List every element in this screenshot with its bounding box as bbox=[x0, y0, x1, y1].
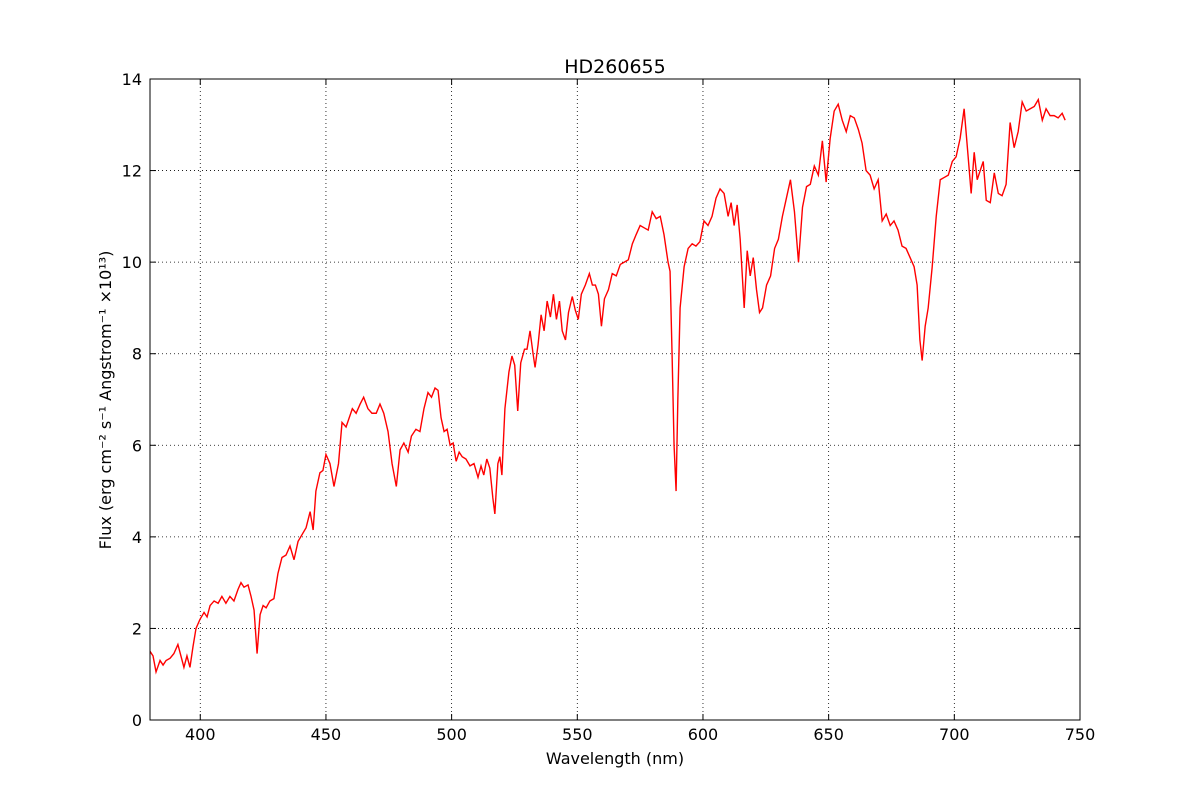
x-tick-label: 650 bbox=[813, 725, 844, 744]
x-tick-label: 550 bbox=[562, 725, 593, 744]
y-tick-label: 6 bbox=[132, 436, 142, 455]
y-tick-label: 2 bbox=[132, 619, 142, 638]
chart-title: HD260655 bbox=[564, 56, 665, 78]
y-axis-label: Flux (erg cm⁻² s⁻¹ Angstrom⁻¹ ×10¹³) bbox=[96, 251, 115, 550]
x-tick-label: 600 bbox=[688, 725, 719, 744]
y-tick-label: 8 bbox=[132, 345, 142, 364]
y-tick-label: 0 bbox=[132, 711, 142, 730]
y-tick-label: 10 bbox=[122, 253, 142, 272]
plot-frame bbox=[149, 78, 1081, 721]
x-axis-label: Wavelength (nm) bbox=[546, 749, 684, 768]
x-tick-label: 700 bbox=[939, 725, 970, 744]
x-tick-label: 750 bbox=[1065, 725, 1096, 744]
x-tick-label: 400 bbox=[185, 725, 216, 744]
y-tick-label: 14 bbox=[122, 70, 142, 89]
x-tick-label: 500 bbox=[436, 725, 467, 744]
x-tick-label: 450 bbox=[311, 725, 342, 744]
y-tick-label: 4 bbox=[132, 528, 142, 547]
y-tick-label: 12 bbox=[122, 162, 142, 181]
spectrum-line bbox=[149, 97, 1066, 675]
